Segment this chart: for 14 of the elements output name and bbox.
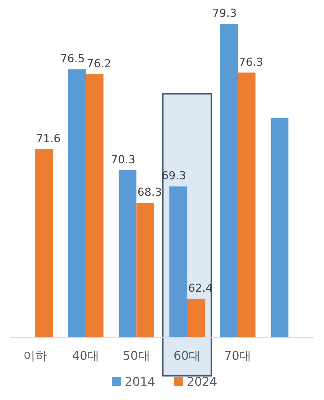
data-label: 71.6	[36, 132, 61, 146]
data-label: 76.5	[60, 52, 85, 66]
x-tick-label: 이하	[23, 349, 48, 363]
data-label: 68.3	[138, 186, 162, 199]
x-tick-label: 70대	[224, 349, 252, 363]
data-label: 70.3	[111, 153, 136, 166]
x-tick-label: 40대	[72, 349, 100, 363]
x-tick-label: 60대	[174, 349, 201, 363]
x-tick-label: 50대	[123, 349, 150, 363]
data-label: 76.3	[239, 56, 264, 69]
data-label: 76.2	[87, 57, 112, 70]
legend-label: 2024	[187, 375, 218, 389]
data-label: 79.3	[212, 7, 237, 20]
legend-label: 2014	[125, 375, 156, 389]
